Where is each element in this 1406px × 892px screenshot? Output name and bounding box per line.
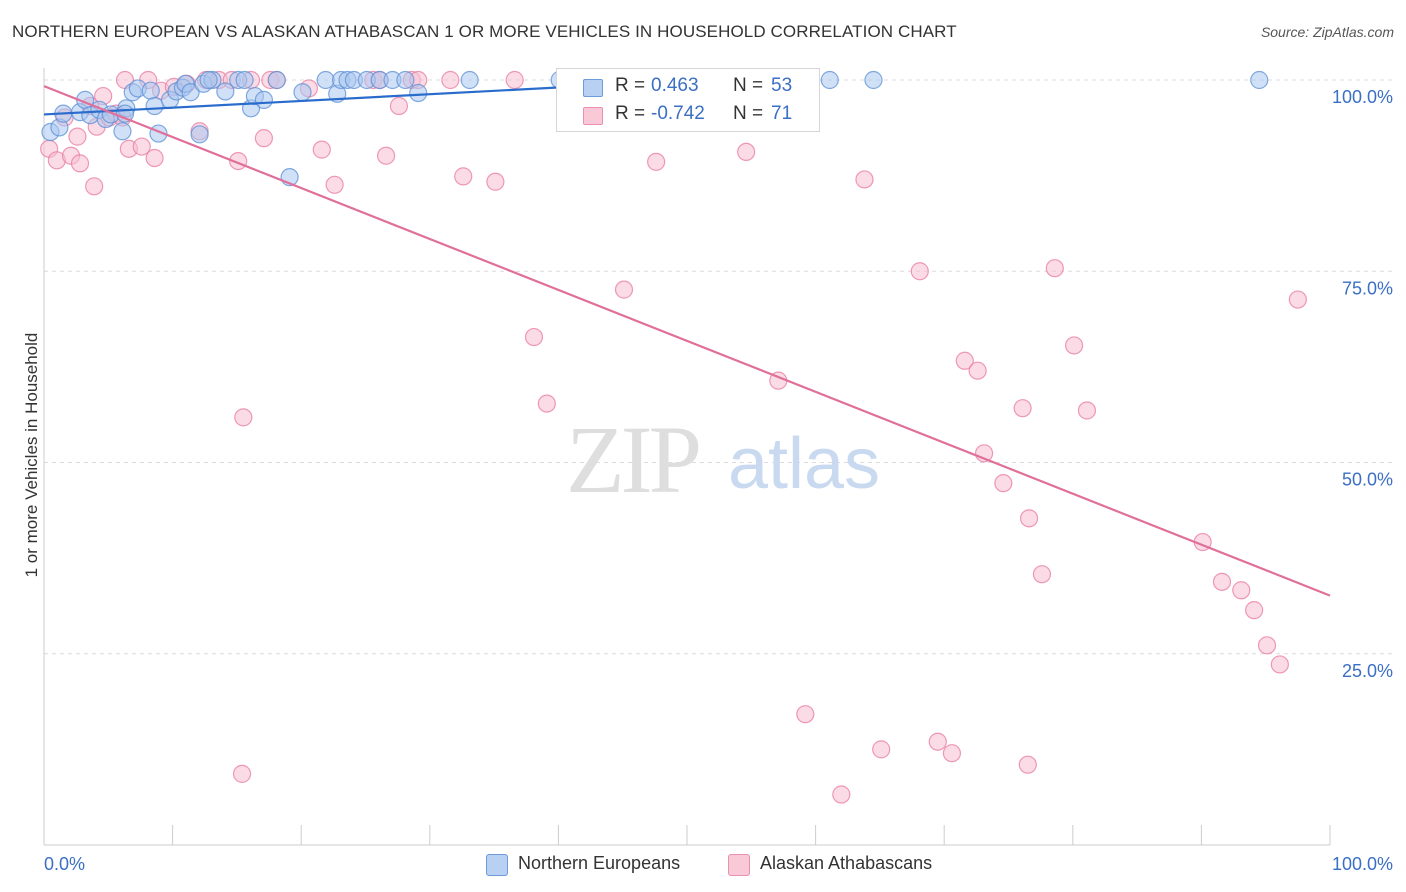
point-alaskan-athabascan	[796, 705, 815, 724]
point-northern-european	[216, 82, 235, 101]
watermark-atlas: atlas	[728, 424, 880, 504]
point-alaskan-athabascan	[1212, 572, 1232, 591]
x-tick-labels: 0.0% 100.0%	[44, 854, 1393, 874]
point-alaskan-athabascan	[441, 70, 460, 90]
point-northern-european	[820, 70, 839, 90]
legend-row-northern-europeans: R = 0.463 N = 53	[557, 73, 819, 101]
point-northern-european	[864, 70, 883, 90]
point-alaskan-athabascan	[486, 172, 505, 191]
watermark-zip: ZIP	[566, 406, 699, 513]
point-alaskan-athabascan	[70, 154, 90, 173]
series-legend: Northern Europeans Alaskan Athabascans	[0, 852, 1406, 878]
point-northern-european	[235, 70, 254, 90]
trend-line-alaskan-athabascans	[43, 85, 1331, 597]
point-northern-european	[396, 70, 415, 90]
point-alaskan-athabascan	[1018, 755, 1037, 774]
legend-swatch-pink	[728, 854, 750, 876]
point-alaskan-athabascan	[1064, 336, 1084, 355]
point-alaskan-athabascan	[312, 140, 331, 159]
point-alaskan-athabascan	[1032, 565, 1052, 584]
legend-r-value: 0.463	[651, 75, 699, 96]
trend-line-northern-europeans	[43, 85, 585, 116]
point-alaskan-athabascan	[737, 142, 756, 162]
point-northern-european	[145, 96, 164, 116]
point-alaskan-athabascan	[1288, 290, 1307, 309]
point-northern-european	[293, 83, 312, 102]
point-northern-european	[460, 70, 479, 90]
y-tick-labels: 100.0% 75.0% 50.0% 25.0%	[1332, 87, 1393, 681]
point-alaskan-athabascan	[832, 785, 851, 804]
y-axis-label: 1 or more Vehicles in Household	[22, 332, 41, 578]
point-alaskan-athabascan	[614, 280, 634, 299]
point-alaskan-athabascan	[855, 170, 874, 189]
point-alaskan-athabascan	[254, 129, 274, 148]
point-alaskan-athabascan	[232, 764, 252, 783]
point-northern-european	[316, 70, 335, 90]
y-tick-label: 75.0%	[1342, 278, 1393, 298]
point-northern-european	[409, 83, 428, 103]
watermark: ZIP atlas	[566, 406, 880, 513]
point-alaskan-athabascan	[85, 177, 104, 196]
point-alaskan-athabascan	[145, 148, 164, 168]
legend-n-value: 71	[771, 103, 793, 124]
point-alaskan-athabascan	[1045, 259, 1064, 278]
axes	[43, 68, 1331, 846]
point-northern-european	[254, 90, 274, 109]
point-alaskan-athabascan	[942, 744, 962, 763]
point-northern-european	[190, 125, 209, 144]
y-tick-label: 100.0%	[1332, 87, 1393, 107]
point-alaskan-athabascan	[872, 740, 891, 759]
legend-n-label: N =	[733, 75, 764, 96]
point-alaskan-athabascan	[376, 146, 396, 165]
point-alaskan-athabascan	[994, 474, 1013, 493]
legend-swatch-blue	[486, 854, 508, 876]
x-tick-label-right: 100.0%	[1332, 854, 1393, 874]
legend-swatch-pink	[583, 107, 603, 125]
point-alaskan-athabascan	[647, 152, 666, 171]
x-tick-label-left: 0.0%	[44, 854, 85, 874]
point-alaskan-athabascan	[1019, 509, 1039, 528]
point-alaskan-athabascan	[1270, 655, 1289, 674]
point-alaskan-athabascan	[234, 408, 253, 427]
legend-row-alaskan-athabascans: R = -0.742 N = 71	[557, 101, 819, 129]
legend-n-value: 53	[771, 75, 793, 96]
point-northern-european	[199, 70, 218, 90]
point-alaskan-athabascan	[910, 262, 929, 281]
trend-lines	[43, 85, 1331, 597]
point-alaskan-athabascan	[454, 167, 473, 186]
point-alaskan-athabascan	[389, 96, 409, 116]
legend-n-label: N =	[733, 103, 764, 124]
y-tick-label: 50.0%	[1342, 470, 1393, 490]
point-alaskan-athabascan	[537, 394, 556, 413]
point-alaskan-athabascan	[1245, 601, 1264, 620]
point-alaskan-athabascan	[1257, 636, 1277, 655]
point-alaskan-athabascan	[505, 70, 524, 90]
legend-label-alaskan-athabascans: Alaskan Athabascans	[760, 853, 933, 873]
chart-title: NORTHERN EUROPEAN VS ALASKAN ATHABASCAN …	[12, 22, 957, 41]
y-tick-label: 25.0%	[1342, 661, 1393, 681]
point-alaskan-athabascan	[132, 137, 151, 156]
point-northern-european	[181, 83, 200, 102]
legend-label-northern-europeans: Northern Europeans	[518, 853, 681, 873]
point-alaskan-athabascan	[1232, 581, 1251, 600]
point-northern-european	[267, 70, 286, 90]
legend-r-value: -0.742	[651, 103, 705, 124]
legend-swatch-blue	[583, 79, 603, 97]
point-alaskan-athabascan	[928, 732, 947, 751]
source-label: Source: ZipAtlas.com	[1260, 24, 1394, 40]
point-alaskan-athabascan	[1077, 401, 1097, 420]
point-alaskan-athabascan	[968, 361, 987, 380]
point-northern-european	[141, 81, 160, 100]
legend-r-label: R =	[615, 103, 646, 124]
legend-r-label: R =	[615, 75, 646, 96]
point-alaskan-athabascan	[524, 327, 544, 347]
point-alaskan-athabascan	[325, 175, 344, 194]
point-alaskan-athabascan	[955, 351, 974, 370]
point-northern-european	[1250, 70, 1269, 90]
point-alaskan-athabascan	[1013, 399, 1032, 418]
correlation-legend: R = 0.463 N = 53 R = -0.742 N = 71	[556, 68, 820, 132]
point-northern-european	[113, 122, 132, 141]
point-alaskan-athabascan	[68, 127, 87, 146]
